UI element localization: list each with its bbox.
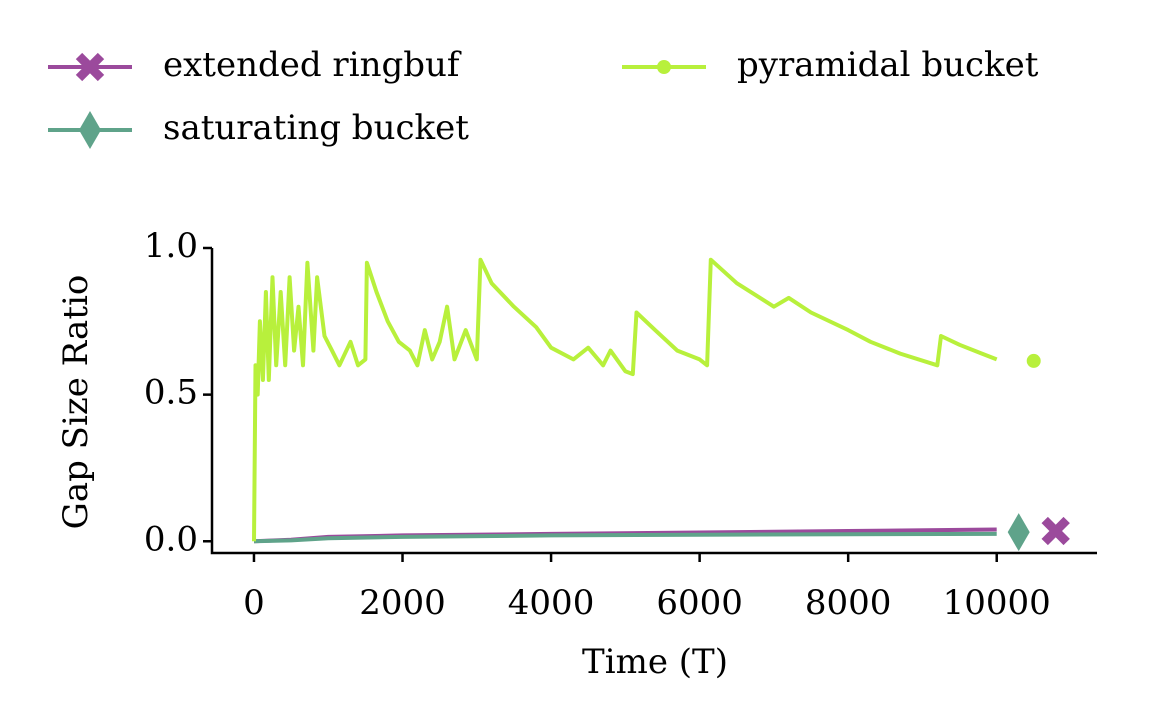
y-tick-label: 0.5 [144, 373, 198, 413]
axes [210, 248, 1097, 555]
legend-label: saturating bucket [163, 108, 469, 148]
x-tick-label: 6000 [656, 583, 743, 623]
x-tick-label: 4000 [508, 583, 595, 623]
x-tick-label: 8000 [805, 583, 892, 623]
end-marker [1041, 516, 1070, 546]
y-axis-label: Gap Size Ratio [56, 275, 96, 530]
x-tick-label: 0 [243, 583, 265, 623]
legend-label: pyramidal bucket [737, 45, 1039, 85]
x-tick-label: 10000 [943, 583, 1051, 623]
series-line [252, 257, 998, 542]
x-axis-label: Time (T) [582, 642, 728, 682]
series-line [253, 531, 997, 544]
end-marker [1007, 513, 1030, 552]
legend-marker [657, 60, 671, 74]
end-marker [1026, 353, 1041, 368]
y-tick-label: 1.0 [144, 226, 198, 266]
legend-label: extended ringbuf [163, 45, 462, 85]
legend-marker [75, 52, 105, 82]
legend-marker [79, 111, 101, 149]
y-tick-label: 0.0 [144, 519, 198, 559]
x-tick-label: 2000 [359, 583, 446, 623]
